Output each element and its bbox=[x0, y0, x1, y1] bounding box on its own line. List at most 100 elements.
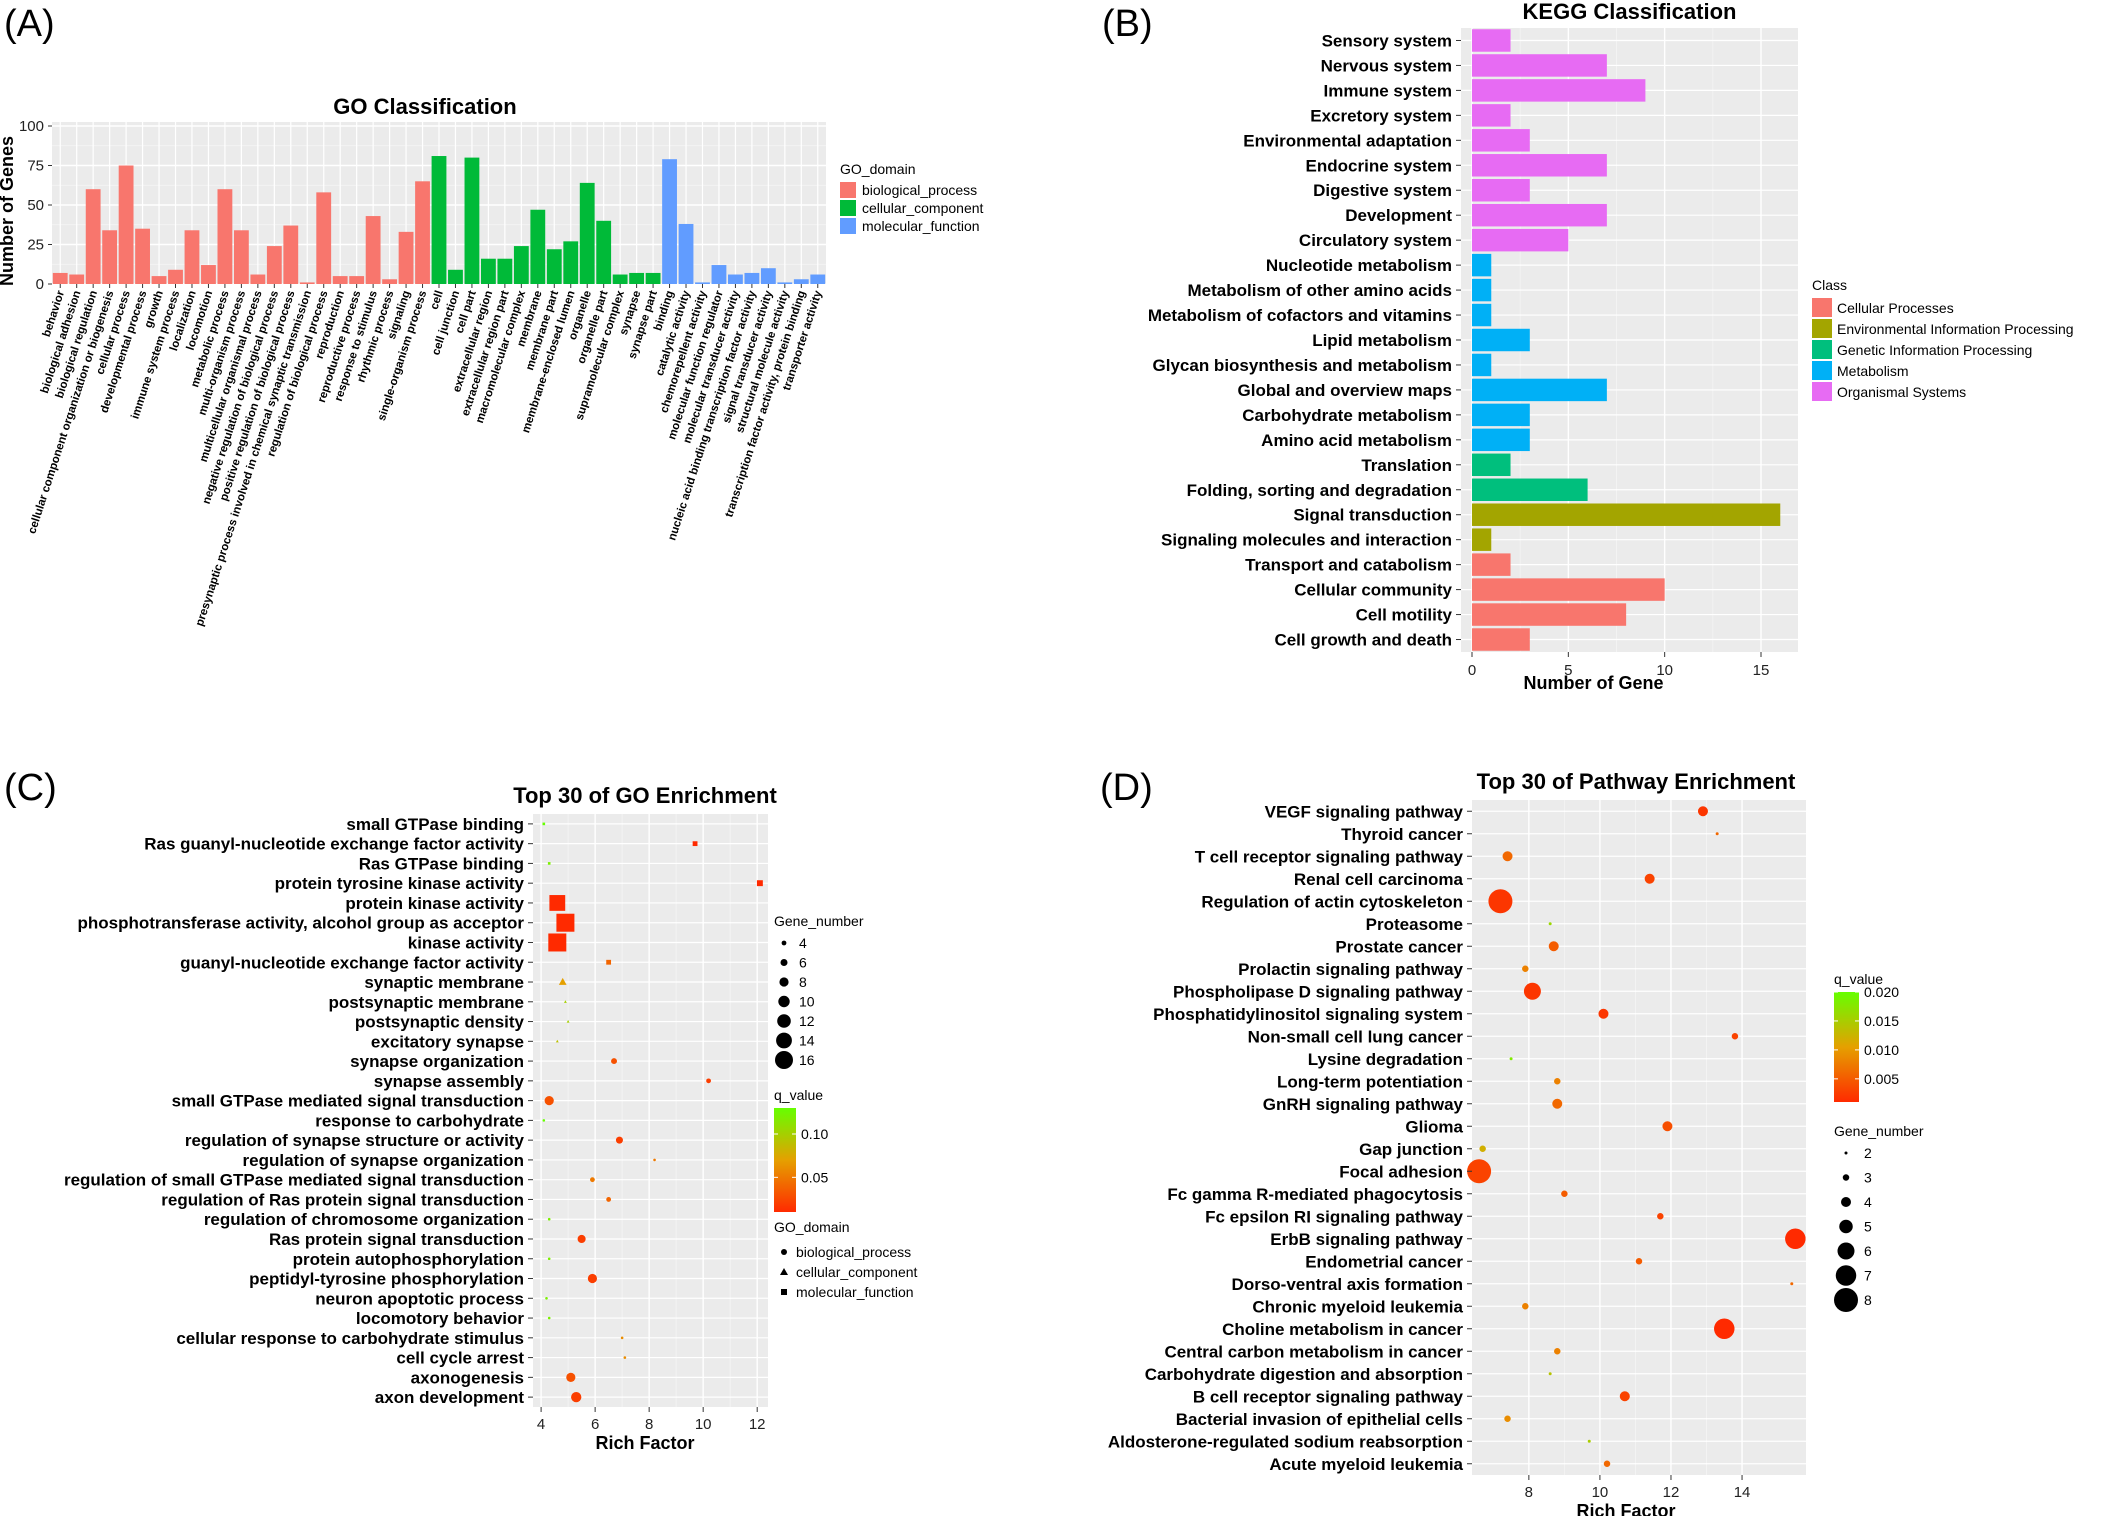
enrichment-point bbox=[623, 1356, 627, 1359]
y-category-label: Fc epsilon RI signaling pathway bbox=[1205, 1207, 1463, 1226]
enrichment-point bbox=[1502, 851, 1513, 862]
go-bar bbox=[678, 223, 694, 284]
enrichment-point bbox=[547, 1257, 551, 1261]
y-category-label: GnRH signaling pathway bbox=[1263, 1095, 1464, 1114]
enrichment-point bbox=[558, 977, 567, 985]
legend-label: Cellular Processes bbox=[1837, 300, 1954, 316]
enrichment-point bbox=[545, 1296, 548, 1300]
enrichment-point bbox=[706, 1078, 711, 1084]
enrichment-point bbox=[547, 1316, 551, 1320]
shape-legend-label: biological_process bbox=[796, 1244, 911, 1260]
size-legend-dot bbox=[1841, 1197, 1851, 1207]
size-legend-title: Gene_number bbox=[1834, 1123, 1924, 1139]
chart-title: GO Classification bbox=[333, 94, 516, 119]
size-legend-label: 7 bbox=[1864, 1268, 1872, 1284]
go-bar bbox=[217, 189, 233, 284]
y-category-label: kinase activity bbox=[408, 933, 525, 952]
chart-title: Top 30 of Pathway Enrichment bbox=[1477, 769, 1796, 794]
go-bar bbox=[233, 230, 249, 284]
x-tick-label: 6 bbox=[591, 1416, 599, 1433]
size-legend-title: Gene_number bbox=[774, 913, 864, 929]
panel-label-a: (A) bbox=[4, 3, 55, 45]
kegg-bar bbox=[1472, 553, 1511, 576]
go-bar bbox=[250, 274, 266, 284]
kegg-bar bbox=[1472, 578, 1665, 601]
y-category-label: synapse assembly bbox=[374, 1072, 525, 1091]
enrichment-point bbox=[1548, 1372, 1552, 1376]
y-category-label: Ras protein signal transduction bbox=[269, 1230, 524, 1249]
shape-legend-square bbox=[781, 1289, 787, 1295]
y-category-label: cellular response to carbohydrate stimul… bbox=[176, 1329, 524, 1348]
go-bar bbox=[711, 265, 727, 284]
y-category-label: Amino acid metabolism bbox=[1261, 431, 1452, 450]
shape-legend-label: cellular_component bbox=[796, 1264, 918, 1280]
enrichment-point bbox=[1619, 1391, 1630, 1402]
kegg-bar bbox=[1472, 228, 1569, 252]
y-category-label: VEGF signaling pathway bbox=[1265, 802, 1464, 821]
size-legend-label: 10 bbox=[799, 994, 815, 1010]
size-legend-dot bbox=[1842, 1174, 1850, 1181]
color-bar-label: 0.10 bbox=[801, 1126, 828, 1142]
kegg-bar bbox=[1472, 478, 1588, 501]
enrichment-point bbox=[1504, 1415, 1511, 1422]
size-legend-label: 8 bbox=[1864, 1292, 1872, 1308]
y-category-label: Regulation of actin cytoskeleton bbox=[1201, 892, 1463, 911]
y-category-label: Metabolism of other amino acids bbox=[1188, 281, 1453, 300]
legend-swatch bbox=[1812, 319, 1832, 338]
size-legend-label: 12 bbox=[799, 1013, 815, 1029]
go-bar bbox=[629, 272, 645, 284]
y-category-label: Folding, sorting and degradation bbox=[1187, 481, 1452, 500]
y-category-label: small GTPase mediated signal transductio… bbox=[172, 1092, 524, 1111]
go-bar bbox=[102, 230, 118, 284]
size-legend-label: 6 bbox=[799, 955, 807, 971]
color-bar-label: 0.005 bbox=[1864, 1071, 1899, 1087]
go-bar bbox=[382, 279, 398, 284]
enrichment-point bbox=[1635, 1258, 1643, 1265]
legend-label: cellular_component bbox=[862, 200, 984, 216]
y-category-label: Sensory system bbox=[1322, 31, 1452, 50]
enrichment-point bbox=[1509, 1057, 1513, 1061]
shape-legend-circle bbox=[781, 1249, 787, 1255]
go-bar bbox=[530, 209, 546, 284]
enrichment-point bbox=[653, 1158, 656, 1162]
enrichment-point bbox=[548, 933, 567, 952]
y-category-label: B cell receptor signaling pathway bbox=[1193, 1387, 1464, 1406]
x-category-label: cell bbox=[429, 289, 446, 311]
y-category-label: Excretory system bbox=[1310, 106, 1452, 125]
plot-panel bbox=[533, 814, 768, 1407]
y-category-label: Glycan biosynthesis and metabolism bbox=[1153, 356, 1452, 375]
y-category-label: regulation of chromosome organization bbox=[204, 1210, 524, 1229]
size-legend-dot bbox=[780, 959, 788, 966]
kegg-bar bbox=[1472, 328, 1530, 352]
y-tick-label: 25 bbox=[27, 237, 44, 254]
y-axis-label: Number of Genes bbox=[0, 136, 17, 286]
chart-title: Top 30 of GO Enrichment bbox=[513, 783, 777, 808]
enrichment-point bbox=[1657, 1213, 1664, 1220]
go-bar bbox=[513, 246, 529, 284]
x-tick-label: 8 bbox=[645, 1416, 653, 1433]
y-category-label: postsynaptic density bbox=[355, 1013, 525, 1032]
panel-label-b: (B) bbox=[1102, 3, 1153, 45]
size-legend-label: 4 bbox=[1864, 1194, 1872, 1210]
shape-legend-label: molecular_function bbox=[796, 1284, 914, 1300]
size-legend-label: 8 bbox=[799, 974, 807, 990]
y-category-label: Cell growth and death bbox=[1274, 631, 1452, 650]
size-legend-dot bbox=[1835, 1265, 1857, 1286]
enrichment-point bbox=[1644, 873, 1655, 884]
legend-swatch bbox=[840, 200, 856, 216]
kegg-bar bbox=[1472, 104, 1511, 127]
y-category-label: Glioma bbox=[1405, 1117, 1463, 1136]
legend-swatch bbox=[1812, 298, 1832, 317]
go-bar bbox=[365, 216, 381, 284]
y-category-label: Long-term potentiation bbox=[1277, 1072, 1463, 1091]
kegg-bar bbox=[1472, 628, 1530, 651]
y-category-label: Carbohydrate digestion and absorption bbox=[1145, 1365, 1463, 1384]
go-bar bbox=[645, 272, 661, 284]
y-category-label: axon development bbox=[375, 1388, 525, 1407]
y-category-label: protein autophosphorylation bbox=[293, 1250, 524, 1269]
y-category-label: Nervous system bbox=[1321, 56, 1452, 75]
size-legend-dot bbox=[776, 1032, 792, 1049]
kegg-bar bbox=[1472, 603, 1627, 626]
y-category-label: Fc gamma R-mediated phagocytosis bbox=[1167, 1185, 1463, 1204]
